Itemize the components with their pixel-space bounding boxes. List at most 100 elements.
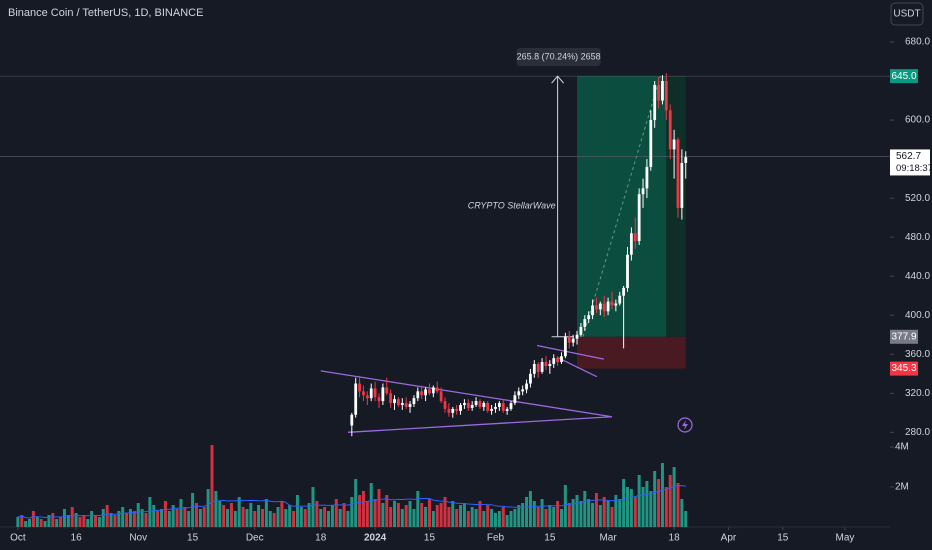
volume-bar — [393, 501, 397, 527]
candle-body — [645, 166, 649, 189]
candle-body — [377, 397, 381, 402]
volume-bar — [536, 507, 540, 527]
volume-bar — [517, 505, 521, 527]
candle-body — [661, 81, 664, 101]
volume-bar — [645, 481, 649, 527]
volume-bar — [183, 507, 187, 527]
annotation: CRYPTO StellarWave — [468, 200, 556, 210]
candle-body — [497, 403, 501, 407]
volume-bar — [439, 503, 443, 527]
volume-bar — [420, 503, 424, 527]
volume-bar — [622, 479, 626, 527]
volume-bar — [587, 499, 591, 527]
x-tick-label: Mar — [599, 533, 617, 544]
volume-bar — [334, 499, 338, 527]
volume-bar — [435, 505, 439, 527]
volume-bar — [70, 507, 74, 527]
candle-body — [587, 315, 591, 320]
candle-body — [552, 358, 556, 365]
x-tick-label: 15 — [424, 533, 436, 544]
volume-bar — [35, 517, 39, 527]
stop-zone — [577, 336, 686, 369]
x-tick-label: 15 — [777, 533, 789, 544]
volume-bar — [369, 483, 373, 527]
volume-bar — [451, 501, 455, 527]
candle-body — [389, 393, 393, 404]
volume-bar — [676, 483, 680, 527]
volume-bar — [505, 515, 509, 527]
volume-bar — [62, 509, 66, 527]
candle-body — [404, 403, 408, 407]
candle-body — [451, 408, 455, 413]
event-icon[interactable] — [677, 417, 693, 433]
candle-body — [505, 408, 509, 411]
currency[interactable]: USDT — [893, 9, 920, 20]
candle-body — [536, 364, 540, 372]
volume-bar — [400, 509, 404, 527]
candle-body — [571, 338, 575, 343]
candle-body — [629, 233, 633, 255]
volume-bar — [447, 507, 451, 527]
volume-bar — [501, 507, 505, 527]
volume-bar — [598, 505, 602, 527]
volume-bar — [470, 507, 474, 527]
volume-bar — [486, 505, 490, 527]
candle-body — [529, 373, 532, 384]
volume-bar — [276, 507, 280, 527]
volume-bar — [660, 463, 664, 527]
candle-body — [354, 383, 358, 415]
candle-body — [420, 391, 424, 396]
stop-label-box — [890, 361, 918, 376]
volume-bar — [214, 491, 218, 527]
volume-bar — [350, 497, 354, 527]
volume-bar — [299, 507, 303, 527]
volume-bar — [528, 491, 532, 527]
volume-bar — [167, 511, 171, 527]
volume-bar — [602, 497, 606, 527]
volume-bar — [152, 505, 156, 527]
currency-button[interactable] — [890, 2, 924, 26]
candle-body — [637, 194, 641, 242]
y-tick-label: 400.0 — [905, 310, 930, 321]
volume-bar — [591, 503, 595, 527]
volume-bar — [128, 509, 132, 527]
volume-bar — [288, 505, 292, 527]
candle-body — [668, 110, 672, 150]
volume-bar — [493, 513, 497, 527]
volume-bar — [43, 521, 47, 527]
last-price-label: 562.7 — [896, 151, 921, 162]
candle-body — [633, 233, 637, 242]
y-tick-label: 520.0 — [905, 193, 930, 204]
volume-bar — [672, 467, 676, 527]
candle-body — [455, 408, 459, 411]
candle-body — [622, 287, 626, 296]
volume-bar — [521, 503, 525, 527]
x-tick-label: May — [836, 533, 855, 544]
volume-bar — [548, 505, 552, 527]
candle-body — [517, 391, 521, 396]
volume-bar — [78, 517, 82, 527]
candle-body — [385, 387, 389, 394]
trendline — [556, 356, 598, 378]
trendline — [320, 370, 613, 418]
volume-bar — [684, 511, 688, 527]
volume-bar — [303, 509, 307, 527]
candle-body — [583, 319, 587, 327]
volume-bar — [462, 503, 466, 527]
volume-bar — [610, 507, 614, 527]
volume-bar — [175, 509, 179, 527]
volume-bar — [373, 499, 377, 527]
candle-body — [362, 391, 365, 396]
volume-bar — [121, 507, 125, 527]
volume-bar — [268, 511, 272, 527]
volume-bar — [408, 501, 412, 527]
volume-tick-label: 2M — [895, 482, 909, 493]
candle-body — [606, 301, 610, 312]
volume-bar — [105, 505, 109, 527]
y-tick-label: 440.0 — [905, 271, 930, 282]
volume-bar — [556, 501, 560, 527]
volume-bar — [272, 513, 276, 527]
candle-body — [641, 188, 645, 195]
x-tick-label: 18 — [669, 533, 681, 544]
